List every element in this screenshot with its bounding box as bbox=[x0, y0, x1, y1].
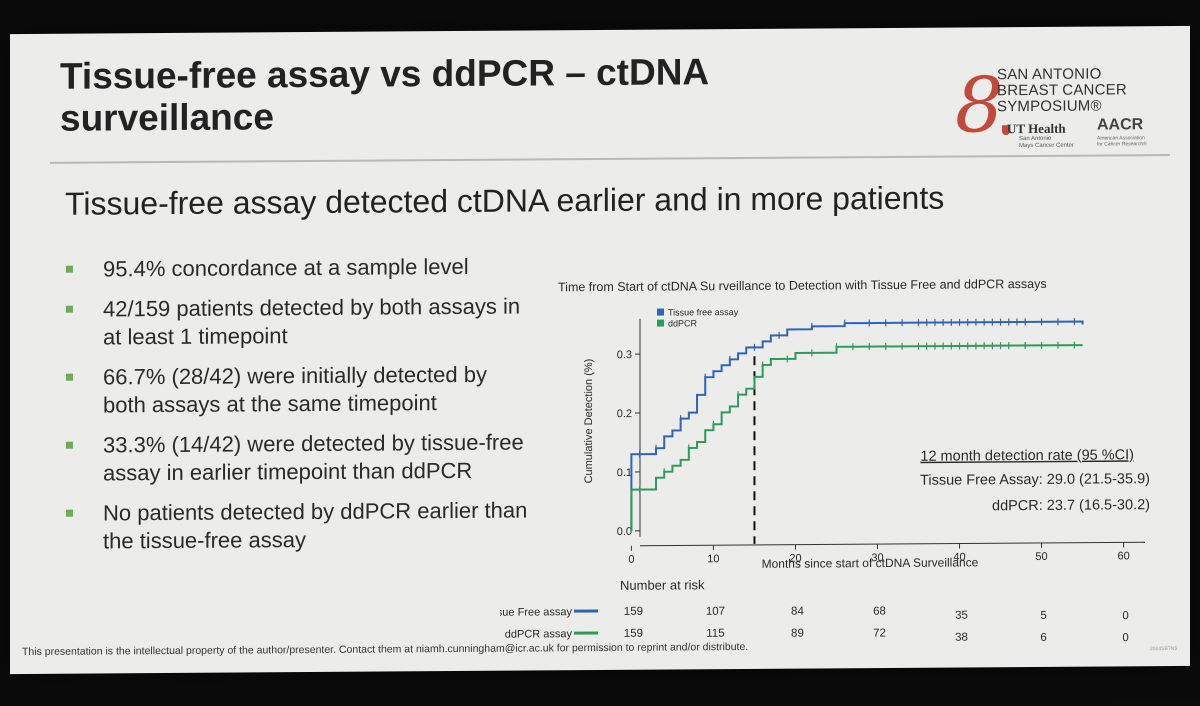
risk-value: 38 bbox=[955, 632, 968, 644]
x-tick-label: 40 bbox=[953, 551, 965, 563]
bullet-text: 33.3% (14/42) were detected by tissue-fr… bbox=[103, 429, 524, 486]
aacr-logo-text: AACR bbox=[1097, 116, 1144, 134]
bullet-text: 95.4% concordance at a sample level bbox=[103, 253, 469, 282]
x-axis-line bbox=[640, 541, 1145, 547]
bullet-item: 33.3% (14/42) were detected by tissue-fr… bbox=[58, 429, 528, 488]
bullet-square-icon bbox=[66, 373, 73, 381]
risk-value: 0 bbox=[1122, 610, 1128, 622]
annotation-ddpcr: ddPCR: 23.7 (16.5-30.2) bbox=[992, 497, 1150, 514]
risk-value: 115 bbox=[706, 628, 724, 640]
bullet-text: 42/159 patients detected by both assays … bbox=[103, 293, 521, 350]
annotation-tissue-free: Tissue Free Assay: 29.0 (21.5-35.9) bbox=[920, 471, 1150, 489]
annotation-heading: 12 month detection rate (95 %CI) bbox=[920, 447, 1134, 464]
risk-table: Number at risk Tissue Free assay ddPCR a… bbox=[500, 577, 705, 640]
bullet-text: 66.7% (28/42) were initially detected by… bbox=[103, 361, 487, 418]
risk-value: 5 bbox=[1040, 610, 1046, 622]
x-tick-label: 20 bbox=[789, 553, 801, 565]
risk-value: 68 bbox=[873, 606, 886, 618]
bullet-item: No patients detected by ddPCR earlier th… bbox=[58, 497, 528, 556]
bullet-item: 42/159 patients detected by both assays … bbox=[58, 293, 528, 352]
sabcs-logo-text: SAN ANTONIO BREAST CANCER SYMPOSIUM® bbox=[997, 65, 1127, 116]
x-tick-label: 50 bbox=[1035, 551, 1047, 563]
risk-value: 84 bbox=[791, 606, 804, 618]
x-tick-label: 30 bbox=[871, 552, 883, 564]
bullet-item: 95.4% concordance at a sample level bbox=[58, 253, 528, 284]
risk-value: 72 bbox=[873, 628, 886, 640]
sabcs-logo: 8 SAN ANTONIO BREAST CANCER SYMPOSIUM® U… bbox=[955, 60, 1165, 157]
footer-disclaimer: This presentation is the intellectual pr… bbox=[22, 640, 749, 659]
risk-value: 35 bbox=[955, 610, 968, 622]
risk-value: 0 bbox=[1122, 632, 1128, 644]
aacr-logo-subtext: American Association for Cancer Research… bbox=[1097, 135, 1147, 148]
legend-swatch-tissue-free bbox=[657, 308, 664, 316]
y-tick-label: 0.2 bbox=[617, 408, 632, 420]
slide-subtitle: Tissue-free assay detected ctDNA earlier… bbox=[65, 179, 945, 222]
risk-value: 107 bbox=[706, 606, 725, 618]
x-tick-label: 0 bbox=[628, 554, 634, 566]
risk-row-label-ddpcr: ddPCR assay bbox=[505, 628, 573, 640]
x-axis-label: Months since start of ctDNA Surveillance bbox=[762, 555, 979, 571]
slide: Tissue-free assay vs ddPCR – ctDNA surve… bbox=[10, 25, 1190, 675]
legend: Tissue free assay ddPCR bbox=[657, 307, 739, 329]
ut-health-logo-text: UT Health bbox=[1007, 120, 1066, 137]
y-tick-label: 0.1 bbox=[617, 467, 632, 479]
legend-label-ddpcr: ddPCR bbox=[668, 318, 698, 328]
x-tick-label: 60 bbox=[1117, 550, 1129, 562]
x-tick-label: 10 bbox=[707, 553, 719, 565]
legend-label-tissue-free: Tissue free assay bbox=[668, 307, 739, 317]
risk-table-heading: Number at risk bbox=[620, 577, 705, 593]
bullet-square-icon bbox=[66, 265, 73, 273]
bullet-square-icon bbox=[66, 305, 73, 313]
slide-code: 2024SBTN5 bbox=[1150, 645, 1178, 653]
risk-value: 159 bbox=[624, 606, 643, 618]
risk-row-label-tissue-free: Tissue Free assay bbox=[500, 606, 572, 619]
bullet-item: 66.7% (28/42) were initially detected by… bbox=[58, 361, 528, 420]
risk-value: 159 bbox=[624, 628, 643, 640]
bullet-square-icon bbox=[66, 509, 73, 517]
risk-value: 89 bbox=[791, 628, 804, 640]
ddpcr-curve bbox=[630, 344, 1083, 531]
annotation-box: 12 month detection rate (95 %CI) Tissue … bbox=[920, 447, 1150, 514]
chart-title: Time from Start of ctDNA Su rveillance t… bbox=[558, 277, 1047, 294]
bullet-square-icon bbox=[66, 441, 73, 449]
km-chart: Time from Start of ctDNA Su rveillance t… bbox=[500, 277, 1150, 644]
bullet-list: 95.4% concordance at a sample level 42/1… bbox=[58, 253, 528, 568]
y-axis-label: Cumulative Detection (%) bbox=[583, 359, 595, 484]
y-tick-label: 0.0 bbox=[617, 526, 632, 538]
risk-value: 6 bbox=[1040, 632, 1046, 644]
bullet-text: No patients detected by ddPCR earlier th… bbox=[103, 497, 528, 554]
slide-title: Tissue-free assay vs ddPCR – ctDNA surve… bbox=[60, 51, 708, 139]
y-tick-label: 0.3 bbox=[617, 349, 632, 361]
ut-health-logo-subtext: San Antonio Mays Cancer Center bbox=[1019, 135, 1075, 150]
legend-swatch-ddpcr bbox=[657, 319, 664, 327]
